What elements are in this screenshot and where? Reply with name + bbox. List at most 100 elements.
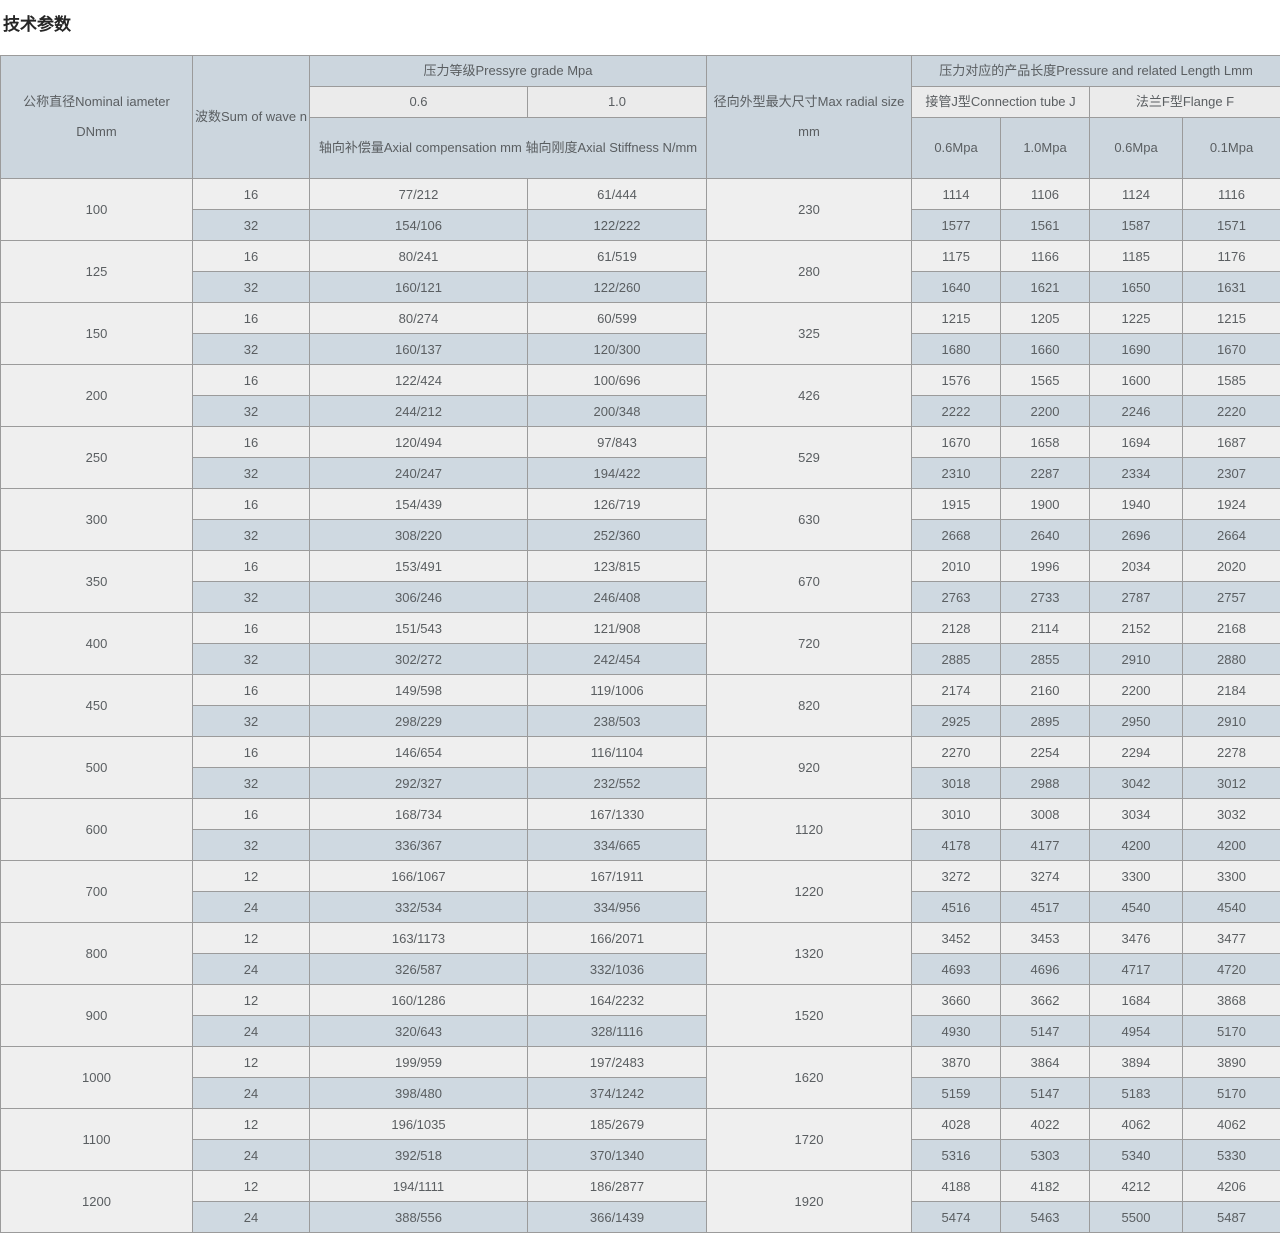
tube-0.6-length-cell: 3660	[911, 984, 1001, 1016]
axial-0.6-cell: 292/327	[309, 767, 528, 799]
wave-count-cell: 32	[192, 643, 310, 675]
axial-0.6-cell: 154/439	[309, 488, 528, 520]
flange-0.1-length-cell: 4200	[1182, 829, 1280, 861]
axial-0.6-cell: 146/654	[309, 736, 528, 768]
tube-1.0-length-cell: 2200	[1000, 395, 1090, 427]
table-row: 32 154/106 122/222 1577 1561 1587 1571	[1, 209, 1280, 241]
dn-cell: 300	[0, 488, 193, 551]
header-grade-1.0: 1.0	[527, 86, 707, 118]
header-row-3: 轴向补偿量Axial compensation mm 轴向刚度Axial Sti…	[1, 117, 1280, 179]
axial-1.0-cell: 120/300	[527, 333, 707, 365]
header-axial-note: 轴向补偿量Axial compensation mm 轴向刚度Axial Sti…	[309, 117, 707, 179]
axial-0.6-cell: 168/734	[309, 798, 528, 830]
tube-1.0-length-cell: 5303	[1000, 1139, 1090, 1171]
tube-0.6-length-cell: 5316	[911, 1139, 1001, 1171]
flange-0.1-length-cell: 3300	[1182, 860, 1280, 892]
table-row: 350 16 153/491 123/815 670 2010 1996 2034 2020	[0, 550, 1280, 613]
tube-1.0-length-cell: 3274	[1000, 860, 1090, 892]
axial-1.0-cell: 252/360	[527, 519, 707, 551]
table-row: 32 308/220 252/360 2668 2640 2696 2664	[1, 519, 1280, 551]
flange-0.6-length-cell: 1587	[1089, 209, 1183, 241]
wave-count-cell: 12	[192, 1170, 310, 1202]
tube-1.0-length-cell: 3662	[1000, 984, 1090, 1016]
table-row: 450 16 149/598 119/1006 820 2174 2160 2200 2184	[0, 674, 1280, 737]
flange-0.6-length-cell: 3300	[1089, 860, 1183, 892]
axial-0.6-cell: 160/1286	[309, 984, 528, 1016]
wave-count-cell: 32	[192, 333, 310, 365]
axial-0.6-cell: 154/106	[309, 209, 528, 241]
axial-1.0-cell: 185/2679	[527, 1108, 707, 1140]
tube-1.0-length-cell: 1166	[1000, 240, 1090, 272]
axial-0.6-cell: 306/246	[309, 581, 528, 613]
wave-count-cell: 32	[192, 767, 310, 799]
wave-count-cell: 16	[192, 488, 310, 520]
axial-1.0-cell: 194/422	[527, 457, 707, 489]
wave-count-cell: 12	[192, 984, 310, 1016]
dn-cell: 600	[0, 798, 193, 861]
flange-0.6-length-cell: 4717	[1089, 953, 1183, 985]
dn-cell: 400	[0, 612, 193, 675]
axial-0.6-cell: 326/587	[309, 953, 528, 985]
wave-count-cell: 16	[192, 612, 310, 644]
dn-cell: 125	[0, 240, 193, 303]
dn-cell: 150	[0, 302, 193, 365]
tube-1.0-length-cell: 5463	[1000, 1201, 1090, 1233]
axial-1.0-cell: 164/2232	[527, 984, 707, 1016]
table-row: 1000 12 199/959 197/2483 1620 3870 3864 3894 389…	[0, 1046, 1280, 1109]
header-row-1: 公称直径Nominal iameter DNmm 波数Sum of wave n…	[0, 55, 1280, 179]
table-row: 800 12 163/1173 166/2071 1320 3452 3453 3476 347…	[0, 922, 1280, 985]
wave-count-cell: 16	[192, 240, 310, 272]
radial-size-cell: 280	[706, 240, 912, 303]
tube-1.0-length-cell: 1658	[1000, 426, 1090, 458]
axial-1.0-cell: 61/444	[527, 178, 707, 210]
flange-0.1-length-cell: 2910	[1182, 705, 1280, 737]
tube-1.0-length-cell: 2855	[1000, 643, 1090, 675]
tube-0.6-length-cell: 2310	[911, 457, 1001, 489]
tube-0.6-length-cell: 2174	[911, 674, 1001, 706]
flange-0.1-length-cell: 1585	[1182, 364, 1280, 396]
tube-0.6-length-cell: 2010	[911, 550, 1001, 582]
flange-0.1-length-cell: 2020	[1182, 550, 1280, 582]
tube-1.0-length-cell: 2254	[1000, 736, 1090, 768]
axial-0.6-cell: 194/1111	[309, 1170, 528, 1202]
header-flange-0.1mpa: 0.1Mpa	[1182, 117, 1280, 179]
flange-0.1-length-cell: 3032	[1182, 798, 1280, 830]
tube-0.6-length-cell: 3018	[911, 767, 1001, 799]
flange-0.1-length-cell: 3477	[1182, 922, 1280, 954]
axial-1.0-cell: 116/1104	[527, 736, 707, 768]
radial-size-cell: 230	[706, 178, 912, 241]
page-title: 技术参数	[3, 15, 71, 34]
wave-count-cell: 24	[192, 1201, 310, 1233]
header-flange-0.6mpa: 0.6Mpa	[1089, 117, 1183, 179]
wave-count-cell: 12	[192, 922, 310, 954]
axial-0.6-cell: 77/212	[309, 178, 528, 210]
flange-0.1-length-cell: 3868	[1182, 984, 1280, 1016]
table-row: 900 12 160/1286 164/2232 1520 3660 3662 1684 386…	[0, 984, 1280, 1047]
flange-0.1-length-cell: 2307	[1182, 457, 1280, 489]
tube-1.0-length-cell: 3864	[1000, 1046, 1090, 1078]
axial-0.6-cell: 163/1173	[309, 922, 528, 954]
table-row: 1100 12 196/1035 185/2679 1720 4028 4022 4062 40…	[0, 1108, 1280, 1171]
radial-size-cell: 325	[706, 302, 912, 365]
tube-0.6-length-cell: 5159	[911, 1077, 1001, 1109]
flange-0.1-length-cell: 1687	[1182, 426, 1280, 458]
axial-0.6-cell: 160/137	[309, 333, 528, 365]
tube-1.0-length-cell: 1660	[1000, 333, 1090, 365]
flange-0.1-length-cell: 2880	[1182, 643, 1280, 675]
dn-cell: 100	[0, 178, 193, 241]
dn-cell: 350	[0, 550, 193, 613]
flange-0.6-length-cell: 2200	[1089, 674, 1183, 706]
flange-0.6-length-cell: 2034	[1089, 550, 1183, 582]
flange-0.6-length-cell: 1684	[1089, 984, 1183, 1016]
table-row: 24 392/518 370/1340 5316 5303 5340 5330	[1, 1139, 1280, 1171]
wave-count-cell: 24	[192, 1015, 310, 1047]
flange-0.1-length-cell: 2184	[1182, 674, 1280, 706]
axial-1.0-cell: 123/815	[527, 550, 707, 582]
axial-0.6-cell: 120/494	[309, 426, 528, 458]
tube-0.6-length-cell: 4178	[911, 829, 1001, 861]
dn-cell: 1000	[0, 1046, 193, 1109]
table-row: 400 16 151/543 121/908 720 2128 2114 2152 2168	[0, 612, 1280, 675]
table-row: 32 292/327 232/552 3018 2988 3042 3012	[1, 767, 1280, 799]
flange-0.1-length-cell: 4062	[1182, 1108, 1280, 1140]
axial-1.0-cell: 242/454	[527, 643, 707, 675]
